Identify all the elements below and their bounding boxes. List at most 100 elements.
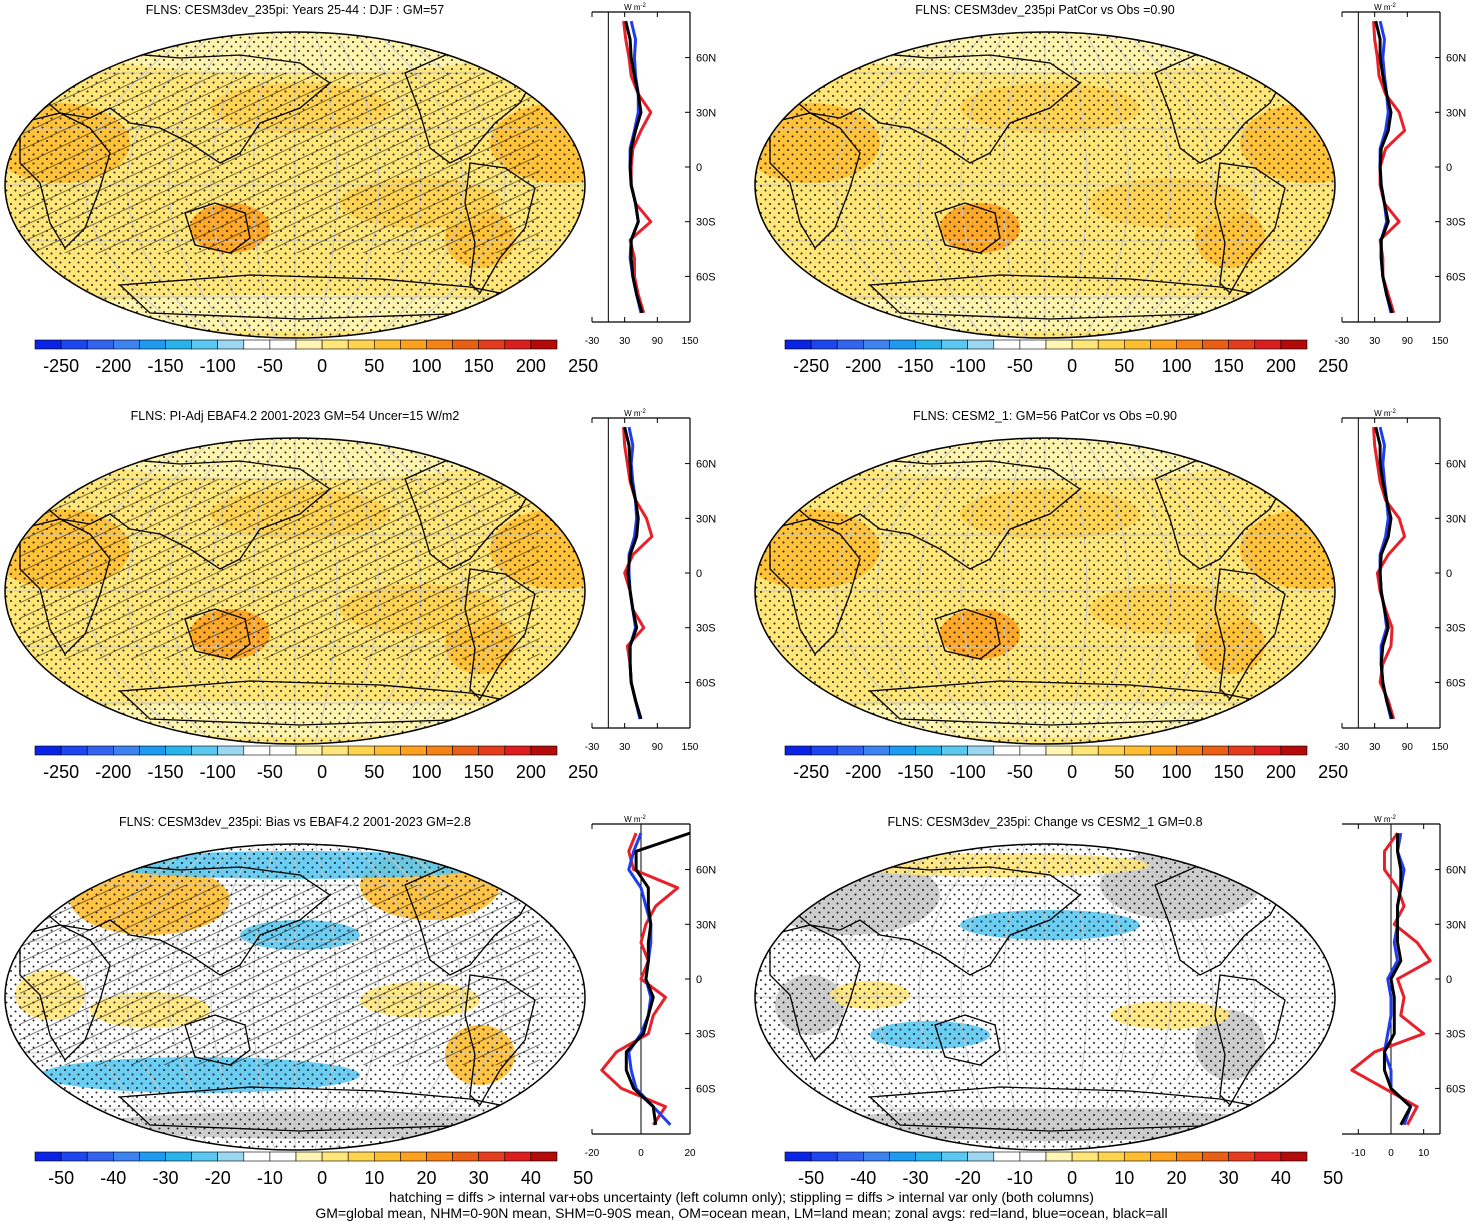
colorbar-cell — [373, 1151, 401, 1162]
footer-line-1: hatching = diffs > internal var+obs unce… — [389, 1189, 1094, 1205]
colorbar-cell — [321, 745, 349, 756]
colorbar-cell — [243, 745, 271, 756]
coastline — [184, 202, 251, 254]
colorbar-cell — [139, 1151, 166, 1162]
coastline — [464, 974, 536, 1107]
colorbar-cell — [889, 1151, 916, 1162]
colorbar-cell — [784, 339, 812, 350]
map-border — [4, 843, 586, 1151]
colorbar-tick-label: 50 — [1323, 1168, 1343, 1188]
colorbar-cell — [1150, 1151, 1177, 1162]
map-field — [5, 438, 585, 744]
colorbar-cell — [321, 339, 349, 350]
coastline — [28, 458, 332, 570]
map-border — [4, 31, 586, 339]
colorbar-tick-label: 150 — [464, 762, 494, 782]
colorbar-tick-label: 50 — [1114, 762, 1134, 782]
panel-3: FLNS: PI-Adj EBAF4.2 2001-2023 GM=54 Unc… — [4, 409, 716, 782]
colorbar-cell — [1176, 745, 1203, 756]
colorbar-cell — [426, 745, 453, 756]
profile-line-land — [600, 832, 680, 1126]
colorbar-tick-label: -250 — [793, 356, 829, 376]
profile-lat-label: 0 — [696, 162, 702, 174]
profile-x-tick-label: -30 — [585, 742, 600, 753]
colorbar-cell — [191, 339, 219, 350]
units-label: W m-2 — [1374, 3, 1396, 12]
coastline — [1214, 568, 1286, 701]
colorbar-cell — [34, 1151, 62, 1162]
map — [4, 31, 586, 339]
profile-lat-label: 60S — [1446, 1083, 1466, 1095]
colorbar-tick-label: -100 — [950, 356, 986, 376]
colorbar-cell — [1176, 339, 1203, 350]
colorbar-cell — [139, 745, 166, 756]
profile-lat-label: 60N — [1446, 865, 1466, 877]
colorbar-cell — [941, 745, 969, 756]
colorbar-tick-label: 200 — [1266, 356, 1296, 376]
colorbar-cell — [863, 339, 890, 350]
profile-x-tick-label: 90 — [1402, 336, 1414, 347]
profile-lat-label: 60S — [696, 677, 716, 689]
colorbar-cell — [347, 339, 375, 350]
profile-lat-label: 60S — [1446, 271, 1466, 283]
profile-line-all — [624, 831, 691, 1126]
colorbar-cell — [1202, 339, 1230, 350]
profile-x-tick-label: 150 — [682, 742, 699, 753]
colorbar-tick-label: 100 — [411, 762, 441, 782]
profile-lat-label: 60S — [696, 1083, 716, 1095]
panel-1: FLNS: CESM3dev_235pi: Years 25-44 : DJF … — [4, 3, 716, 376]
colorbar-tick-label: 250 — [1318, 762, 1348, 782]
colorbar-cell — [993, 1151, 1021, 1162]
profile-x-tick-label: -20 — [585, 1148, 600, 1159]
colorbar-cell — [1045, 745, 1073, 756]
colorbar-cell — [1071, 339, 1099, 350]
colorbar-cell — [1019, 745, 1047, 756]
colorbar-cell — [1228, 745, 1256, 756]
colorbar-cell — [452, 745, 480, 756]
colorbar-cell — [1280, 745, 1308, 756]
units-label: W m-2 — [624, 409, 646, 418]
colorbar-cell — [1202, 1151, 1230, 1162]
coastline — [1214, 162, 1286, 295]
colorbar-tick-label: -100 — [200, 356, 236, 376]
colorbar-tick-label: 0 — [317, 356, 327, 376]
panel-title: FLNS: CESM3dev_235pi: Change vs CESM2_1 … — [887, 815, 1202, 829]
colorbar-cell — [86, 745, 114, 756]
profile-x-tick-label: 90 — [652, 336, 664, 347]
colorbar-tick-label: 30 — [1219, 1168, 1239, 1188]
coastline — [769, 112, 861, 250]
colorbar-tick-label: 100 — [411, 356, 441, 376]
colorbar-tick-label: -250 — [43, 356, 79, 376]
colorbar-cell — [1176, 1151, 1203, 1162]
profile-line-land — [1372, 427, 1407, 720]
map — [4, 437, 586, 745]
map-border — [754, 31, 1336, 339]
profile-lat-label: 0 — [1446, 974, 1452, 986]
colorbar-tick-label: 100 — [1161, 762, 1191, 782]
profile-lat-label: 60N — [696, 459, 716, 471]
profile-x-tick-label: -30 — [1335, 336, 1350, 347]
profile-line-all — [1374, 20, 1394, 314]
colorbar-cell — [86, 1151, 114, 1162]
colorbar-cell — [915, 339, 942, 350]
colorbar-cell — [784, 1151, 812, 1162]
colorbar-tick-label: 200 — [1266, 762, 1296, 782]
coastline — [934, 202, 1001, 254]
colorbar-cell — [347, 745, 375, 756]
colorbar-cell — [217, 1151, 245, 1162]
colorbar-cell — [915, 745, 942, 756]
panel-4: FLNS: CESM2_1: GM=56 PatCor vs Obs =0.90… — [754, 409, 1466, 782]
colorbar-tick-label: 0 — [317, 762, 327, 782]
colorbar-tick-label: 0 — [1067, 762, 1077, 782]
colorbar-cell — [1254, 745, 1282, 756]
colorbar-tick-label: 150 — [1214, 762, 1244, 782]
colorbar-tick-label: -100 — [200, 762, 236, 782]
colorbar-cell — [889, 339, 916, 350]
colorbar-cell — [295, 1151, 323, 1162]
panels-layer: FLNS: CESM3dev_235pi: Years 25-44 : DJF … — [4, 3, 1466, 1188]
colorbar-tick-label: -30 — [152, 1168, 178, 1188]
colorbar-tick-label: -150 — [897, 356, 933, 376]
units-exponent: -2 — [641, 3, 647, 9]
map-field — [755, 32, 1335, 338]
colorbar-cell — [1228, 339, 1256, 350]
